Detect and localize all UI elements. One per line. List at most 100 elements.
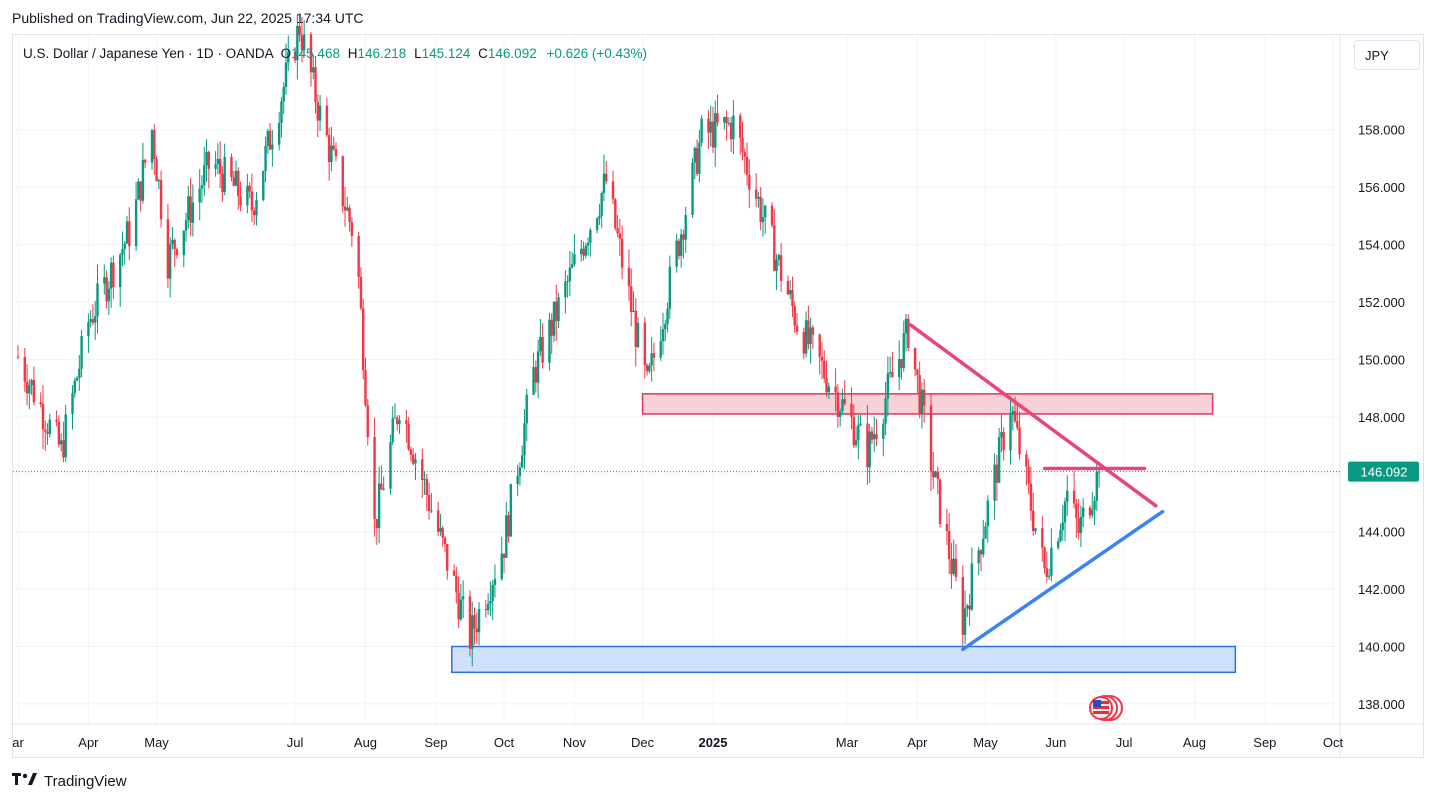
candle-body [452,570,456,576]
candle-body [1018,427,1021,455]
candle-body [523,423,526,456]
candle-body [875,434,878,439]
candle-body [947,530,951,560]
open-value: 145.468 [291,46,340,61]
time-tick-label: Dec [631,735,655,750]
candle-body [75,377,79,381]
price-tick-label: 156.000 [1358,180,1405,195]
candle-body [200,185,204,189]
candle-body [732,115,735,140]
candle-body [168,244,172,279]
candle-body [80,336,83,369]
candle-body [32,380,36,403]
candle-body [884,398,887,424]
candle-body [534,367,538,383]
candle-body [1095,471,1098,501]
candle-body [377,483,381,529]
zones-layer [451,393,1237,674]
tradingview-brand[interactable]: TradingView [12,772,127,791]
candle-body [695,148,699,174]
candle-body [48,419,51,434]
candle-body [807,320,810,344]
candle-body [891,371,894,378]
candle-body [532,367,535,395]
candle-body [362,308,365,371]
candle-body [857,425,860,441]
candle-body [902,333,905,368]
candle-body [838,411,842,417]
candle-body [759,196,762,223]
time-tick-label: Oct [1323,735,1344,750]
candle-body [882,423,885,439]
candle-body [997,437,1001,483]
candle-body [153,130,156,160]
candle-body [870,431,874,440]
candle-body [493,578,497,585]
candle-body [539,336,542,352]
candle-body [888,371,892,374]
candle-body [391,418,394,443]
candle-body [44,429,47,432]
candle-body [580,248,583,255]
candle-body [112,262,115,288]
candle-body [723,117,726,123]
candle-body [859,423,862,426]
candle-body [375,519,379,529]
currency-button[interactable]: JPY [1354,40,1420,70]
candle-body [205,151,208,166]
candle-body [795,325,799,332]
candle-body [520,455,524,468]
time-tick-label: Apr [78,735,99,750]
symbol-name: U.S. Dollar / Japanese Yen · 1D · OANDA [23,46,273,61]
candle-body [1025,454,1028,467]
candle-body [491,584,494,601]
candle-body [296,25,299,61]
time-tick-label: Aug [354,735,377,750]
candle-body [1079,516,1083,533]
candle-body [793,306,796,326]
candle-body [900,359,903,368]
candle-body [405,420,408,424]
candle-body [105,277,108,302]
candle-body [348,207,351,222]
candle-body [155,159,158,182]
candle-body [293,51,297,61]
candle-body [741,137,744,153]
candle-body [679,234,683,256]
chart-frame[interactable] [12,34,1424,758]
candle-body [486,603,490,611]
candle-body [55,419,58,422]
candle-body [995,464,999,483]
candle-body [230,156,233,178]
us-flag-events-icon [1089,695,1123,721]
candle-body [1063,501,1067,523]
candle-body [918,375,921,415]
candle-body [661,329,665,342]
candle-body [600,193,603,216]
candle-body [332,145,335,150]
candle-body [920,389,924,415]
candle-body [198,188,201,203]
candle-body [984,526,987,539]
candle-body [650,353,653,366]
candle-body [414,459,417,464]
candle-body [343,206,347,211]
candle-body [430,510,433,512]
candle-body [41,403,45,430]
time-tick-label: Mar [836,735,859,750]
candle-body [652,353,656,358]
candle-body [187,196,190,221]
time-tick-label: Jun [1045,735,1066,750]
time-tick-label: May [973,735,998,750]
candle-body [30,380,33,386]
candle-body [137,181,140,200]
candle-body [636,322,640,347]
candle-body [89,319,92,323]
candle-body [123,243,126,250]
candle-body [280,101,283,123]
candle-body [627,267,631,287]
candle-body [936,471,940,480]
candle-body [979,550,983,555]
candle-body [788,290,792,295]
